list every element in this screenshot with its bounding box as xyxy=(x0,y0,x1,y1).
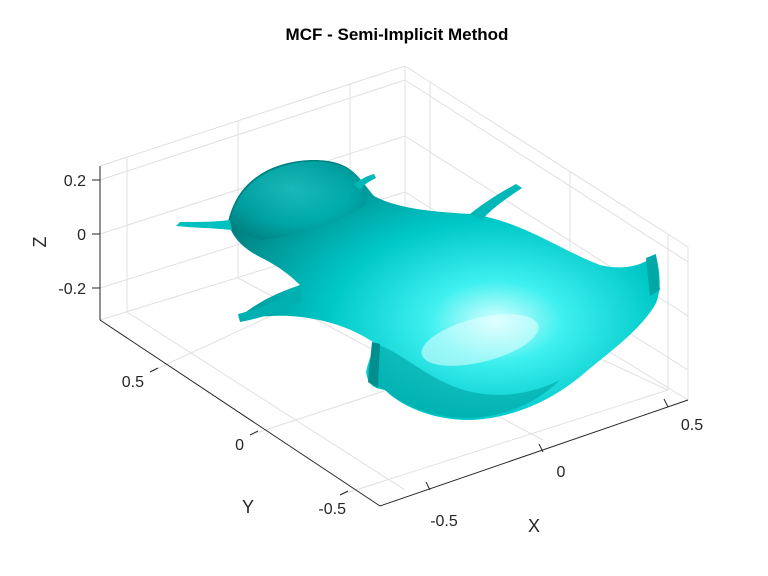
x-tick-mark xyxy=(663,398,669,408)
y-tick-label: 0 xyxy=(235,437,244,454)
surface-head xyxy=(230,161,367,240)
y-tick-mark xyxy=(149,367,159,373)
grid-line xyxy=(404,79,689,263)
surface-body xyxy=(228,160,660,420)
z-tick-label: -0.2 xyxy=(58,281,86,298)
spike-left xyxy=(176,220,232,230)
axes-front xyxy=(92,166,689,507)
grid-line xyxy=(339,389,669,496)
spike-top xyxy=(354,174,376,190)
spike-right-end xyxy=(646,254,660,296)
surface-fold xyxy=(368,344,560,418)
y-tick-mark xyxy=(249,430,259,436)
surface-highlight xyxy=(421,314,539,366)
y-axis-label: Y xyxy=(242,497,254,517)
z-tick-label: 0 xyxy=(77,227,86,244)
spike-bottom-left xyxy=(238,288,302,322)
surface-mesh xyxy=(176,160,660,420)
x-axis-label: X xyxy=(528,516,540,536)
z-axis-label: Z xyxy=(30,237,50,248)
x-tick-mark xyxy=(538,443,544,453)
y-axis-line xyxy=(99,319,381,507)
x-tick-label: 0.5 xyxy=(681,417,703,434)
y-tick-label: -0.5 xyxy=(318,501,346,518)
x-tick-label: -0.5 xyxy=(430,513,458,530)
x-axis-line xyxy=(379,399,689,507)
spike-front xyxy=(368,342,380,388)
x-tick-label: 0 xyxy=(557,464,566,481)
z-tick-label: 0.2 xyxy=(64,173,86,190)
grid-line xyxy=(99,79,406,181)
x-tick-mark xyxy=(425,481,431,491)
y-tick-label: 0.5 xyxy=(122,374,144,391)
spike-right xyxy=(470,184,522,220)
y-tick-mark xyxy=(339,490,349,496)
chart-title: MCF - Semi-Implicit Method xyxy=(286,25,509,44)
grid-line xyxy=(126,311,406,491)
